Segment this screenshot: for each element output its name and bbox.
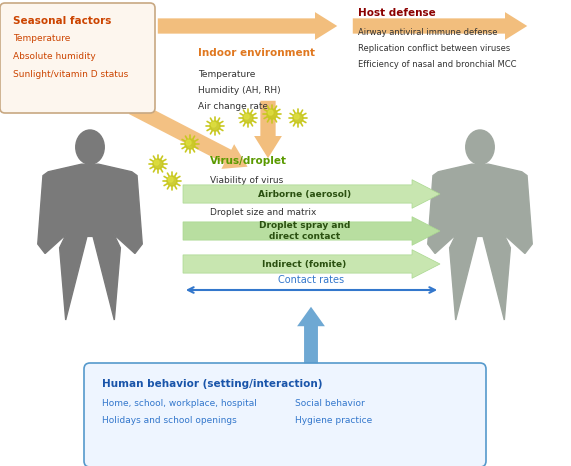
Circle shape <box>185 139 195 149</box>
Text: Replication conflict between viruses: Replication conflict between viruses <box>358 44 510 53</box>
Circle shape <box>267 109 277 119</box>
Text: Absolute humidity: Absolute humidity <box>13 52 96 61</box>
Text: Humidity (AH, RH): Humidity (AH, RH) <box>198 86 280 95</box>
Circle shape <box>293 113 303 123</box>
FancyBboxPatch shape <box>0 3 155 113</box>
Text: Droplet dynamics: Droplet dynamics <box>210 192 289 201</box>
Polygon shape <box>428 164 532 320</box>
Polygon shape <box>183 180 440 208</box>
Text: Holidays and school openings: Holidays and school openings <box>102 416 237 425</box>
Circle shape <box>167 176 177 186</box>
Circle shape <box>154 160 159 165</box>
Text: Contact rates: Contact rates <box>278 275 344 285</box>
Polygon shape <box>38 164 142 320</box>
Circle shape <box>168 177 173 182</box>
Text: Droplet size and matrix: Droplet size and matrix <box>210 208 316 217</box>
Circle shape <box>243 113 253 123</box>
Text: Seasonal factors: Seasonal factors <box>13 16 111 26</box>
Text: Sunlight/vitamin D status: Sunlight/vitamin D status <box>13 70 128 79</box>
Text: Social behavior: Social behavior <box>295 399 365 408</box>
Text: Indirect (fomite): Indirect (fomite) <box>263 260 347 268</box>
Circle shape <box>268 110 273 115</box>
Text: Droplet spray and
direct contact: Droplet spray and direct contact <box>259 221 350 241</box>
Ellipse shape <box>76 130 104 164</box>
Circle shape <box>244 114 249 119</box>
Polygon shape <box>183 217 440 245</box>
Text: Human behavior (setting/interaction): Human behavior (setting/interaction) <box>102 379 323 389</box>
Text: Host defense: Host defense <box>358 8 436 18</box>
Ellipse shape <box>466 130 494 164</box>
Circle shape <box>186 140 191 145</box>
Circle shape <box>210 121 220 131</box>
Text: Viability of virus: Viability of virus <box>210 176 283 185</box>
Text: Temperature: Temperature <box>198 70 255 79</box>
Text: Airborne (aerosol): Airborne (aerosol) <box>258 190 351 199</box>
Text: Virus/droplet: Virus/droplet <box>210 156 287 166</box>
Text: Temperature: Temperature <box>13 34 70 43</box>
Circle shape <box>153 159 163 169</box>
Text: Home, school, workplace, hospital: Home, school, workplace, hospital <box>102 399 257 408</box>
Circle shape <box>294 114 299 119</box>
Circle shape <box>211 122 216 127</box>
Text: Infected
host: Infected host <box>67 321 112 343</box>
Polygon shape <box>183 250 440 278</box>
Text: Indoor environment: Indoor environment <box>198 48 315 58</box>
Text: Airway antiviral immune defense: Airway antiviral immune defense <box>358 28 497 37</box>
FancyBboxPatch shape <box>84 363 486 466</box>
Text: Efficiency of nasal and bronchial MCC: Efficiency of nasal and bronchial MCC <box>358 60 517 69</box>
Text: Air change rate: Air change rate <box>198 102 268 111</box>
Text: Hygiene practice: Hygiene practice <box>295 416 372 425</box>
Text: Susceptible
host: Susceptible host <box>448 321 512 343</box>
